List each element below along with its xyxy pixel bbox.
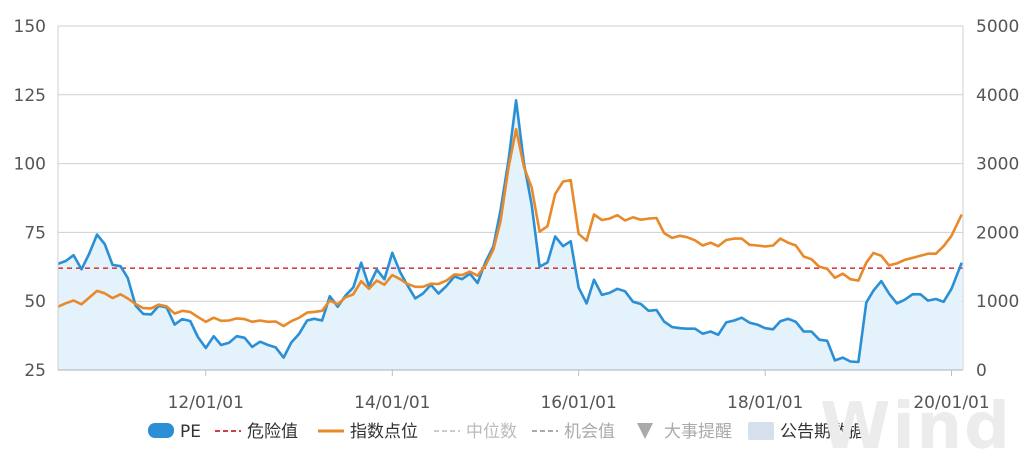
x-tick-label: 16/01/01 [540, 393, 616, 413]
legend-label: 指数点位 [350, 422, 418, 442]
legend-triangle-marker [637, 423, 653, 439]
watermark-text: Wind [820, 390, 1012, 455]
y-left-tick-label: 125 [14, 86, 46, 106]
x-tick-label: 20/01/01 [913, 393, 989, 413]
y-right-tick-label: 0 [976, 361, 987, 381]
legend-item[interactable]: 危险值 [215, 422, 298, 442]
axes: 150 125 100 75 50 25 5000 4000 3000 2000 1000 0 12/0… [14, 17, 1020, 413]
x-tick-label: 14/01/01 [354, 393, 430, 413]
y-right-tick-label: 2000 [976, 223, 1019, 243]
legend-label: 危险值 [247, 422, 298, 442]
y-left-tick-label: 50 [24, 292, 46, 312]
legend-item[interactable]: 指数点位 [318, 422, 418, 442]
legend-item[interactable]: 机会值 [532, 422, 615, 442]
legend-label: PE [180, 422, 201, 442]
y-left-tick-label: 100 [14, 155, 46, 175]
y-left-tick-label: 25 [24, 361, 46, 381]
y-right-tick-label: 5000 [976, 17, 1019, 37]
y-left-tick-label: 150 [14, 17, 46, 37]
y-right-tick-label: 3000 [976, 155, 1019, 175]
legend-box-marker [748, 422, 774, 440]
legend: PE 危险值 指数点位 中位数 机会值 大事提醒 公告期数据 [148, 422, 865, 442]
x-tick-label: 12/01/01 [168, 393, 244, 413]
y-left-tick-label: 75 [24, 223, 46, 243]
y-right-tick-label: 4000 [976, 86, 1019, 106]
pe-area-fill [58, 100, 962, 371]
legend-item[interactable]: PE [148, 422, 201, 442]
y-right-tick-label: 1000 [976, 292, 1019, 312]
legend-item[interactable]: 中位数 [434, 422, 517, 442]
index-series-line [57, 127, 963, 328]
pe-series-line [57, 99, 963, 364]
legend-label: 大事提醒 [664, 422, 732, 442]
legend-label: 机会值 [564, 422, 615, 442]
series-layer [57, 99, 963, 371]
legend-item[interactable]: 公告期数据 [748, 422, 865, 442]
legend-label: 中位数 [466, 422, 517, 442]
x-tick-label: 18/01/01 [727, 393, 803, 413]
legend-pill-marker [148, 423, 174, 438]
legend-label: 公告期数据 [780, 422, 865, 442]
legend-item[interactable]: 大事提醒 [637, 422, 732, 442]
